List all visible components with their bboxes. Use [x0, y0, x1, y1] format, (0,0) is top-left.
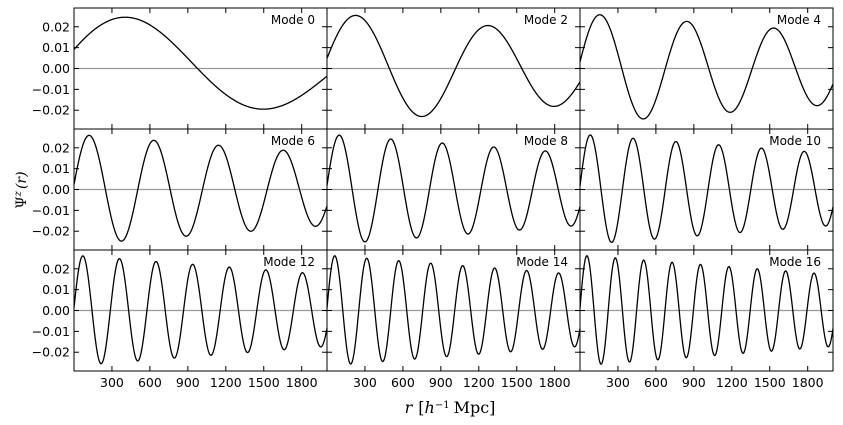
y-tick-label: 0.00 [42, 61, 70, 76]
x-axis-label-close-bracket: ] [489, 398, 495, 417]
y-tick-label: 0.02 [42, 19, 70, 34]
panel-mode-0: Mode 0 [73, 7, 328, 130]
x-tick-label: 1200 [210, 375, 242, 390]
y-tick-label: 0.02 [42, 261, 70, 276]
panel-mode-2: Mode 2 [326, 7, 581, 130]
x-axis-label-exponent: −1 [435, 400, 450, 411]
x-tick-label: 900 [682, 375, 706, 390]
mode-label: Mode 4 [777, 13, 821, 27]
mode-label: Mode 16 [769, 255, 821, 269]
panel-mode-8: Mode 8 [326, 128, 581, 251]
x-tick-label: 900 [429, 375, 453, 390]
x-tick-label: 300 [353, 375, 377, 390]
x-tick-label: 1500 [754, 375, 786, 390]
mode-label: Mode 6 [271, 134, 315, 148]
mode-curve [73, 134, 328, 242]
y-tick-label: 0.00 [42, 182, 70, 197]
y-tick-label: −0.02 [32, 103, 70, 118]
panel-mode-10: Mode 10 [579, 128, 834, 251]
y-tick-label: −0.02 [32, 224, 70, 239]
y-tick-label: 0.02 [42, 140, 70, 155]
x-axis-label: r [h−1 Mpc] [405, 398, 496, 417]
x-tick-label: 300 [606, 375, 630, 390]
mode-curve [579, 14, 834, 120]
mode-label: Mode 10 [769, 134, 821, 148]
mode-curve [73, 255, 328, 365]
x-tick-label: 1800 [286, 375, 318, 390]
panel-mode-12: Mode 12 [73, 249, 328, 372]
y-tick-label: 0.01 [42, 282, 70, 297]
y-tick-label: −0.01 [32, 82, 70, 97]
mode-label: Mode 14 [516, 255, 568, 269]
panel-mode-6: Mode 6 [73, 128, 328, 251]
panel-grid: Mode 0 0.02 0.01 0.00 −0.01 −0.02 Mode 2 Mode 4… [32, 7, 834, 390]
x-axis-label-h: h [425, 398, 435, 417]
x-tick-label: 900 [176, 375, 200, 390]
x-tick-label: 600 [138, 375, 162, 390]
x-tick-label: 300 [100, 375, 124, 390]
y-axis-label: Ψz(r) [13, 171, 31, 208]
mode-curve [579, 134, 834, 244]
mode-curve [326, 255, 581, 365]
mode-curve [326, 134, 581, 243]
x-tick-label: 1500 [501, 375, 533, 390]
y-tick-label: −0.02 [32, 345, 70, 360]
mode-label: Mode 2 [524, 13, 568, 27]
y-tick-label: −0.01 [32, 324, 70, 339]
x-tick-label: 1200 [463, 375, 495, 390]
mode-label: Mode 8 [524, 134, 568, 148]
mode-curve [326, 14, 581, 118]
x-axis-label-unit: Mpc [454, 398, 490, 417]
x-axis-label-r: r [405, 398, 414, 417]
x-tick-label: 1800 [539, 375, 571, 390]
x-tick-label: 1500 [248, 375, 280, 390]
y-tick-label: 0.01 [42, 161, 70, 176]
mode-label: Mode 0 [271, 13, 315, 27]
x-tick-label: 600 [391, 375, 415, 390]
y-tick-label: 0.01 [42, 40, 70, 55]
panel-mode-4: Mode 4 [579, 7, 834, 130]
mode-label: Mode 12 [263, 255, 315, 269]
x-tick-label: 600 [644, 375, 668, 390]
y-axis-label-superscript: z [13, 190, 24, 197]
mode-curve [73, 16, 328, 110]
y-axis-label-psi: Ψ [14, 196, 30, 208]
y-tick-label: 0.00 [42, 303, 70, 318]
panel-mode-16: Mode 16 [579, 249, 834, 372]
x-axis-label-open-bracket: [ [418, 398, 424, 417]
y-tick-label: −0.01 [32, 203, 70, 218]
mode-curve [579, 255, 834, 365]
panel-mode-14: Mode 14 [326, 249, 581, 372]
y-axis-label-argument: (r) [14, 171, 30, 189]
x-tick-label: 1200 [716, 375, 748, 390]
x-tick-label: 1800 [792, 375, 824, 390]
